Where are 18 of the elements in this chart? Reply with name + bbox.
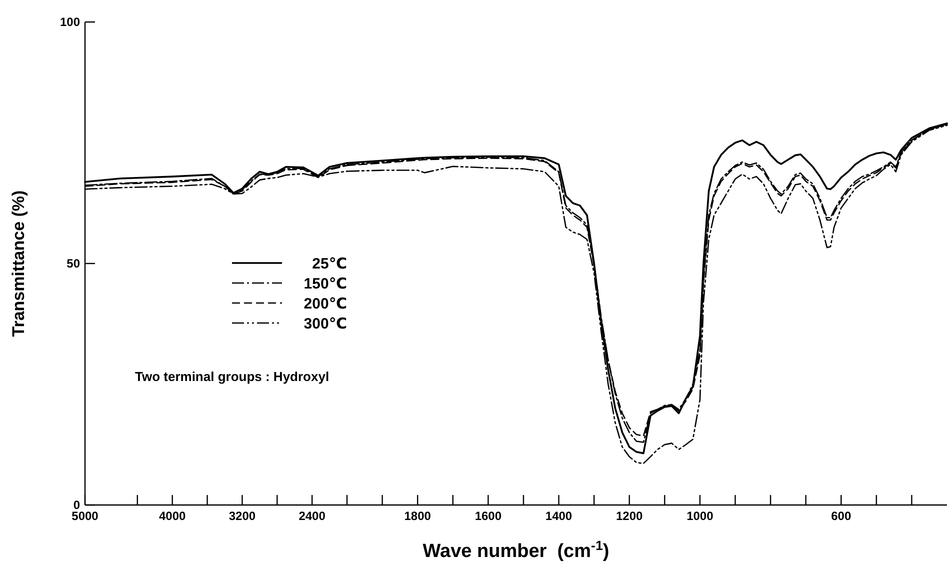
y-axis-title: Transmittance (%): [9, 190, 28, 337]
legend-label: 200℃: [304, 295, 347, 312]
x-tick-label: 1000: [686, 509, 714, 523]
x-tick-label: 1400: [545, 509, 572, 523]
legend-label: 300℃: [304, 315, 347, 332]
y-tick-label: 50: [66, 256, 80, 271]
x-tick-label: 3200: [228, 509, 256, 523]
legend-label: 25℃: [312, 255, 347, 272]
x-axis-title: Wave number (cm$^{-1}$): [422, 538, 610, 562]
x-tick-label: 1200: [616, 509, 644, 523]
x-tick-label: 600: [831, 509, 852, 523]
y-tick-label: 100: [60, 15, 80, 30]
legend-label: 150℃: [304, 275, 347, 292]
x-tick-label: 1600: [474, 509, 502, 523]
x-tick-label: 1800: [404, 509, 432, 523]
x-tick-label: 2400: [298, 509, 326, 523]
x-tick-label: 4000: [158, 509, 186, 523]
annotation: Two terminal groups : Hydroxyl: [135, 369, 330, 384]
